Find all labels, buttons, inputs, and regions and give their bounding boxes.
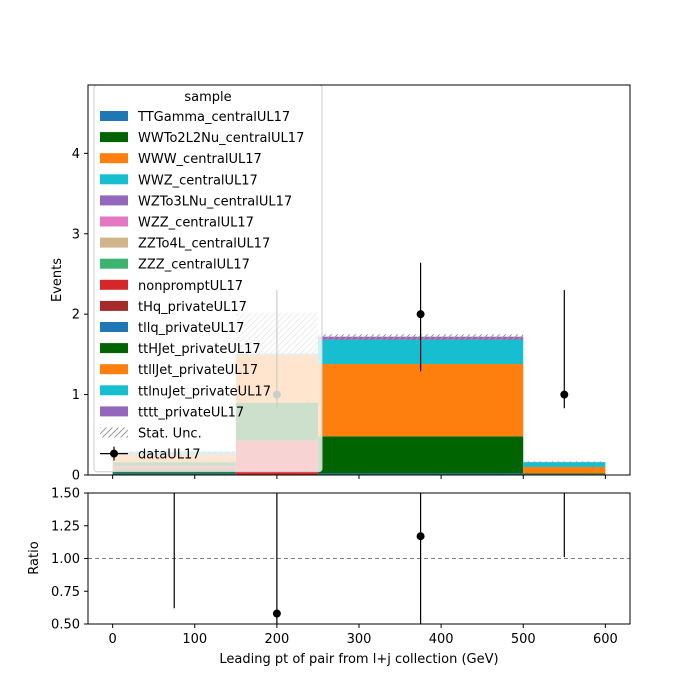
x-axis-label: Leading pt of pair from l+j collection (… [219, 652, 498, 667]
stack-bar-WWTo2L2Nu_centralUL17-bin3 [523, 473, 606, 475]
legend-label-tHq_privateUL17: tHq_privateUL17 [138, 300, 247, 315]
x-tick-label: 100 [182, 632, 207, 647]
legend-label-stat-unc: Stat. Unc. [138, 427, 202, 442]
ratio-y-tick-label: 1.50 [51, 487, 80, 502]
legend-swatch-tHq_privateUL17 [100, 300, 128, 311]
main-y-tick-label: 4 [72, 147, 80, 162]
main-y-axis-label: Events [50, 258, 65, 302]
x-axis-ticks: 0 100 200 300 400 500 600 [108, 624, 618, 647]
legend-label-data: dataUL17 [138, 448, 201, 463]
legend-swatch-ZZZ_centralUL17 [100, 258, 128, 269]
legend-label-ttHJet_privateUL17: ttHJet_privateUL17 [138, 342, 261, 357]
legend-label-tttt_privateUL17: tttt_privateUL17 [138, 405, 244, 420]
legend-label-WWTo2L2Nu_centralUL17: WWTo2L2Nu_centralUL17 [138, 131, 304, 146]
ratio-y-ticks: 0.50 0.75 1.00 1.25 1.50 [51, 487, 88, 633]
data-point [416, 310, 425, 319]
legend-swatch-nonpromptUL17 [100, 279, 128, 290]
stack-bar-WWTo2L2Nu_centralUL17-bin2 [317, 436, 524, 474]
x-tick-label: 500 [511, 632, 536, 647]
x-tick-label: 300 [347, 632, 372, 647]
main-y-tick-label: 1 [72, 388, 80, 403]
legend-swatch-WWTo2L2Nu_centralUL17 [100, 132, 128, 143]
ratio-y-tick-label: 0.75 [51, 585, 80, 600]
legend-swatch-ttllJet_privateUL17 [100, 364, 128, 375]
stack-bar-ttllJet_privateUL17-bin2 [317, 364, 524, 437]
main-y-tick-label: 2 [72, 308, 80, 323]
main-panel: sample TTGamma_centralUL17 WWTo2L2Nu_centr… [50, 84, 631, 484]
stat-unc-band-bin3 [523, 461, 606, 463]
legend-label-nonpromptUL17: nonpromptUL17 [138, 279, 243, 294]
legend-label-ZZTo4L_centralUL17: ZZTo4L_centralUL17 [138, 237, 270, 252]
legend-swatch-WZTo3LNu_centralUL17 [100, 195, 128, 206]
ratio-panel: 0.50 0.75 1.00 1.25 1.50 0 100 200 300 400 500 600… [27, 487, 631, 667]
ratio-point [272, 609, 281, 618]
legend-label-tllq_privateUL17: tllq_privateUL17 [138, 321, 244, 336]
main-y-tick-label: 3 [72, 227, 80, 242]
ratio-y-axis-label: Ratio [27, 541, 42, 574]
legend-label-ZZZ_centralUL17: ZZZ_centralUL17 [138, 258, 250, 273]
legend-swatch-tllq_privateUL17 [100, 322, 128, 332]
stack-bar-TTGamma_centralUL17-bin0 [112, 473, 236, 475]
x-tick-label: 600 [593, 632, 618, 647]
legend-swatch-ZZTo4L_centralUL17 [100, 237, 128, 248]
legend-data-marker [110, 449, 118, 458]
main-x-ticks [112, 475, 606, 479]
ratio-y-tick-label: 1.25 [51, 519, 80, 534]
legend-swatch-TTGamma_centralUL17 [100, 111, 128, 121]
legend-label-TTGamma_centralUL17: TTGamma_centralUL17 [137, 110, 290, 125]
legend-swatch-ttlnuJet_privateUL17 [100, 385, 128, 396]
stack-bar-ttlnuJet_privateUL17-bin3 [523, 462, 606, 467]
data-point [560, 390, 569, 399]
main-y-tick-label: 0 [72, 469, 80, 484]
legend-swatch-WZZ_centralUL17 [100, 216, 128, 227]
stack-bar-TTGamma_centralUL17-bin2 [317, 473, 524, 475]
legend-title: sample [184, 90, 231, 105]
legend-swatch-WWW_centralUL17 [100, 153, 128, 164]
main-y-ticks: 0 1 2 3 4 [72, 147, 88, 484]
legend-label-ttllJet_privateUL17: ttllJet_privateUL17 [138, 363, 258, 378]
x-tick-label: 200 [264, 632, 289, 647]
legend: sample TTGamma_centralUL17 WWTo2L2Nu_centr… [93, 84, 323, 473]
legend-swatch-WWZ_centralUL17 [100, 174, 128, 185]
legend-swatch-stat-unc [100, 427, 128, 438]
x-tick-label: 400 [429, 632, 454, 647]
legend-label-WZTo3LNu_centralUL17: WZTo3LNu_centralUL17 [138, 194, 292, 209]
legend-label-WZZ_centralUL17: WZZ_centralUL17 [138, 216, 254, 231]
ratio-points [173, 493, 565, 624]
legend-label-ttlnuJet_privateUL17: ttlnuJet_privateUL17 [138, 384, 271, 399]
legend-label-WWW_centralUL17: WWW_centralUL17 [138, 152, 262, 167]
x-tick-label: 0 [108, 632, 116, 647]
legend-swatch-tttt_privateUL17 [100, 406, 128, 417]
stack-bar-ttllJet_privateUL17-bin3 [523, 466, 606, 474]
legend-swatch-ttHJet_privateUL17 [100, 343, 128, 354]
ratio-y-tick-label: 0.50 [51, 618, 80, 633]
ratio-y-tick-label: 1.00 [51, 552, 80, 567]
legend-label-WWZ_centralUL17: WWZ_centralUL17 [138, 173, 258, 188]
ratio-point [416, 532, 425, 541]
